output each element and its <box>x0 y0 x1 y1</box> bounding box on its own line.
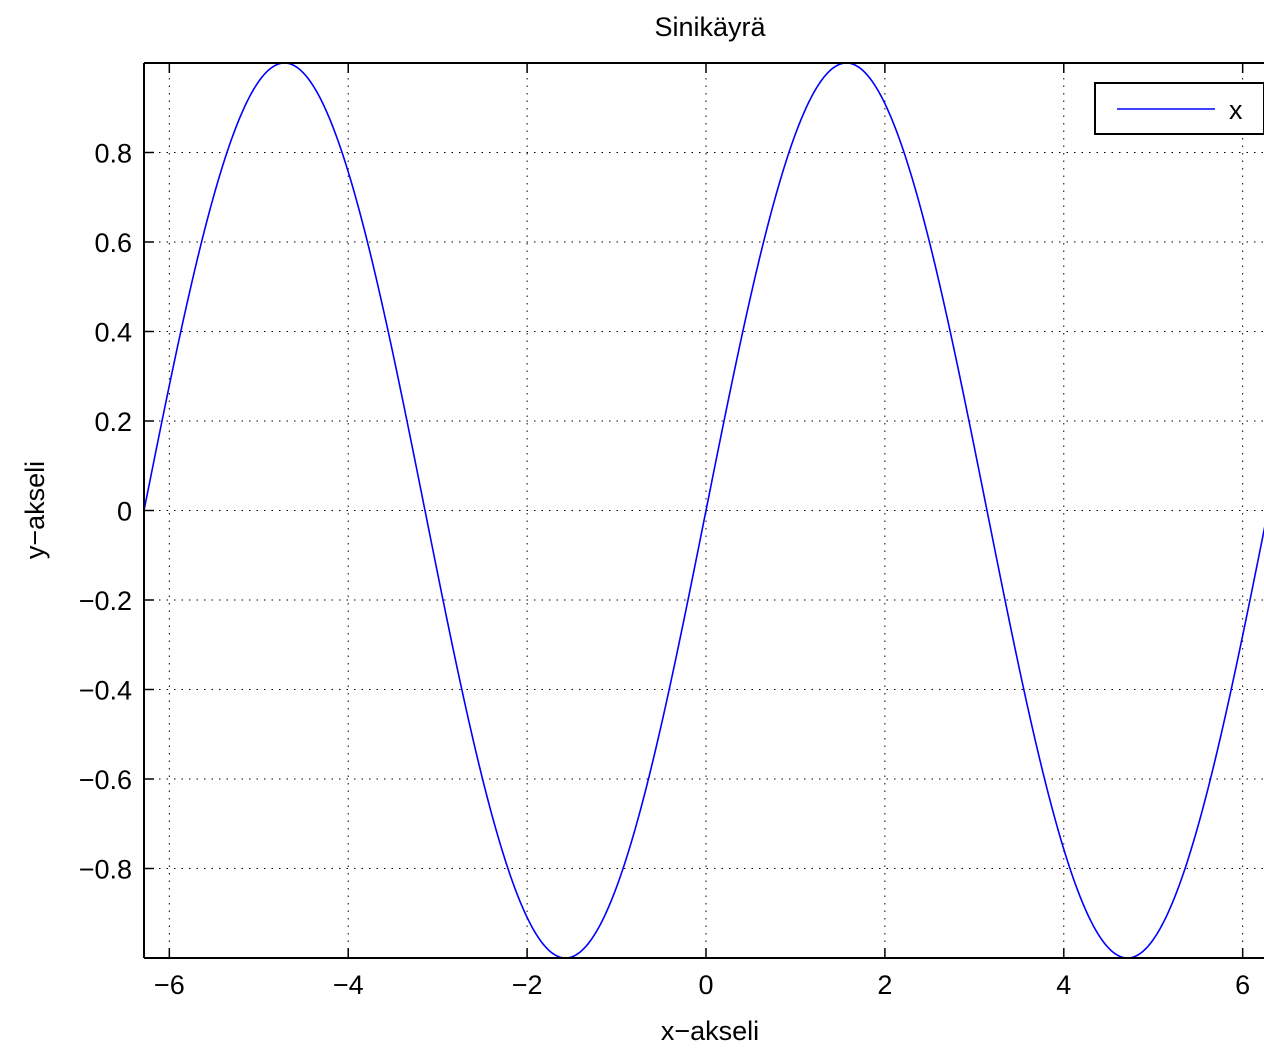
x-tick-label: 6 <box>1235 970 1250 1000</box>
y-axis-label: y−akseli <box>20 461 50 559</box>
y-tick-label: 0.4 <box>94 318 132 348</box>
series-layer <box>143 62 1264 959</box>
x-tick-label: −2 <box>512 970 543 1000</box>
series-line-x <box>143 62 1264 959</box>
axes <box>143 62 1264 959</box>
legend-label-x: x <box>1229 95 1243 125</box>
x-tick-label: 2 <box>877 970 892 1000</box>
y-tick-label: 0.8 <box>94 139 132 169</box>
x-tick-label: −6 <box>154 970 185 1000</box>
x-axis-label: x−akseli <box>661 1016 759 1046</box>
y-tick-label: −0.8 <box>79 855 132 885</box>
y-tick-label: 0.6 <box>94 228 132 258</box>
chart-title: Sinikäyrä <box>654 12 766 42</box>
y-tick-label: −0.2 <box>79 586 132 616</box>
y-tick-label: −0.4 <box>79 676 132 706</box>
y-tick-label: −0.6 <box>79 765 132 795</box>
tick-labels: −6 −4 −2 0 2 4 6 0.8 0.6 0.4 0.2 0 −0.2 −0.4 −0.6 −0.8 <box>79 139 1250 1001</box>
plot-area <box>144 63 1264 958</box>
y-tick-label: 0.2 <box>94 407 132 437</box>
y-tick-label: 0 <box>117 497 132 527</box>
x-tick-label: 0 <box>698 970 713 1000</box>
x-tick-label: −4 <box>333 970 364 1000</box>
x-tick-label: 4 <box>1056 970 1071 1000</box>
legend: x <box>1094 82 1264 135</box>
